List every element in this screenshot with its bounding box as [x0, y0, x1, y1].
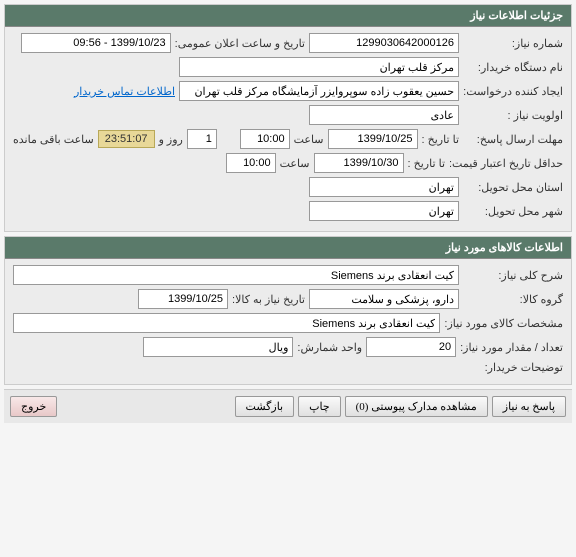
remain-label: ساعت باقی مانده [13, 133, 94, 146]
creator-label: ایجاد کننده درخواست: [463, 85, 563, 98]
row-spec: مشخصات کالای مورد نیاز: [13, 313, 563, 333]
row-need-number: شماره نیاز: تاریخ و ساعت اعلان عمومی: [13, 33, 563, 53]
row-qty: تعداد / مقدار مورد نیاز: واحد شمارش: [13, 337, 563, 357]
announce-field[interactable] [21, 33, 171, 53]
need-number-field[interactable] [309, 33, 459, 53]
button-bar: پاسخ به نیاز مشاهده مدارک پیوستی (0) چاپ… [4, 389, 572, 423]
validity-label: حداقل تاریخ اعتبار قیمت: [449, 157, 563, 170]
creator-field[interactable] [179, 81, 459, 101]
need-until-field[interactable] [138, 289, 228, 309]
priority-label: اولویت نیاز : [463, 109, 563, 122]
row-buyer-notes: توضیحات خریدار: [13, 361, 563, 374]
goods-info-header: اطلاعات کالاهای مورد نیاز [5, 237, 571, 259]
city-label: شهر محل تحویل: [463, 205, 563, 218]
city-field[interactable] [309, 201, 459, 221]
unit-label: واحد شمارش: [297, 341, 362, 354]
print-button[interactable]: چاپ [298, 396, 341, 417]
spec-label: مشخصات کالای مورد نیاز: [444, 317, 563, 330]
unit-field[interactable] [143, 337, 293, 357]
need-details-header: جزئیات اطلاعات نیاز [5, 5, 571, 27]
reply-button[interactable]: پاسخ به نیاز [492, 396, 566, 417]
general-desc-field[interactable] [13, 265, 459, 285]
row-validity: حداقل تاریخ اعتبار قیمت: تا تاریخ : ساعت [13, 153, 563, 173]
announce-label: تاریخ و ساعت اعلان عمومی: [175, 37, 305, 50]
qty-field[interactable] [366, 337, 456, 357]
group-field[interactable] [309, 289, 459, 309]
days-label: روز و [159, 133, 183, 146]
row-priority: اولویت نیاز : [13, 105, 563, 125]
buyer-contact-link[interactable]: اطلاعات تماس خریدار [74, 85, 175, 98]
deadline-time-field[interactable] [240, 129, 290, 149]
goods-info-panel: اطلاعات کالاهای مورد نیاز شرح کلی نیاز: … [4, 236, 572, 385]
qty-label: تعداد / مقدار مورد نیاز: [460, 341, 563, 354]
exit-button[interactable]: خروج [10, 396, 57, 417]
need-number-label: شماره نیاز: [463, 37, 563, 50]
attachments-button[interactable]: مشاهده مدارک پیوستی (0) [345, 396, 488, 417]
province-field[interactable] [309, 177, 459, 197]
general-desc-label: شرح کلی نیاز: [463, 269, 563, 282]
time-label-1: ساعت [294, 133, 324, 146]
row-group: گروه کالا: تاریخ نیاز به کالا: [13, 289, 563, 309]
row-general-desc: شرح کلی نیاز: [13, 265, 563, 285]
days-field[interactable] [187, 129, 217, 149]
until-label: تا تاریخ : [422, 133, 459, 146]
validity-time-field[interactable] [226, 153, 276, 173]
deadline-date-field[interactable] [328, 129, 418, 149]
need-details-body: شماره نیاز: تاریخ و ساعت اعلان عمومی: نا… [5, 27, 571, 231]
row-deadline: مهلت ارسال پاسخ: تا تاریخ : ساعت روز و 2… [13, 129, 563, 149]
countdown-timer: 23:51:07 [98, 130, 155, 148]
buyer-org-field[interactable] [179, 57, 459, 77]
need-until-label: تاریخ نیاز به کالا: [232, 293, 305, 306]
need-details-panel: جزئیات اطلاعات نیاز شماره نیاز: تاریخ و … [4, 4, 572, 232]
time-label-2: ساعت [280, 157, 310, 170]
spec-field[interactable] [13, 313, 440, 333]
validity-date-field[interactable] [314, 153, 404, 173]
row-city: شهر محل تحویل: [13, 201, 563, 221]
buyer-org-label: نام دستگاه خریدار: [463, 61, 563, 74]
group-label: گروه کالا: [463, 293, 563, 306]
row-buyer-org: نام دستگاه خریدار: [13, 57, 563, 77]
buyer-notes-label: توضیحات خریدار: [463, 361, 563, 374]
province-label: استان محل تحویل: [463, 181, 563, 194]
row-province: استان محل تحویل: [13, 177, 563, 197]
goods-info-body: شرح کلی نیاز: گروه کالا: تاریخ نیاز به ک… [5, 259, 571, 384]
row-creator: ایجاد کننده درخواست: اطلاعات تماس خریدار [13, 81, 563, 101]
until-label-2: تا تاریخ : [408, 157, 445, 170]
priority-field[interactable] [309, 105, 459, 125]
deadline-label: مهلت ارسال پاسخ: [463, 133, 563, 146]
back-button[interactable]: بازگشت [235, 396, 295, 417]
